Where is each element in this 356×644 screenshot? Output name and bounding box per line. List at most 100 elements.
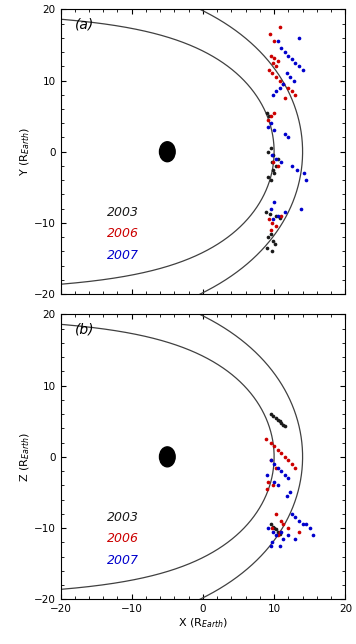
Point [270,410,276,421]
Point [275,530,281,540]
Point [271,125,277,135]
Point [263,207,269,218]
Point [268,541,273,551]
Point [271,36,277,46]
Point [278,417,284,428]
Point [268,225,274,235]
Point [273,462,278,473]
Point [280,519,286,529]
Point [280,534,286,544]
Point [278,466,284,477]
Point [282,129,288,139]
Point [265,171,271,182]
Text: (b): (b) [75,323,94,337]
Point [278,211,284,221]
Ellipse shape [159,142,175,162]
Point [275,154,281,164]
Point [282,47,288,57]
Point [310,530,316,540]
Point [303,519,309,529]
Y-axis label: Z (R$_{Earth}$): Z (R$_{Earth}$) [19,432,32,482]
Point [275,211,281,221]
Point [273,72,279,82]
Point [293,534,298,544]
Point [273,530,279,540]
Point [278,516,284,526]
Point [289,86,295,97]
Point [266,147,271,157]
Point [278,526,284,536]
Point [277,526,283,536]
Point [264,108,270,118]
Point [296,61,302,71]
Point [296,526,302,536]
Point [280,79,286,90]
Point [269,246,275,256]
Point [273,61,278,71]
Point [266,477,271,487]
Text: 2007: 2007 [107,249,139,261]
Point [268,437,273,448]
Text: 2007: 2007 [107,554,139,567]
Point [280,420,286,430]
Point [293,512,298,522]
Point [270,526,276,536]
Point [289,161,295,171]
Point [286,132,291,142]
Y-axis label: Y (R$_{Earth}$): Y (R$_{Earth}$) [19,127,32,176]
Point [268,118,273,128]
Point [286,455,291,466]
Point [282,421,288,431]
Text: 2003: 2003 [107,206,139,219]
Point [303,175,309,185]
Point [269,157,275,167]
Point [275,415,281,425]
Point [286,82,291,93]
Point [284,68,290,79]
Point [300,64,305,75]
Point [293,57,298,68]
Point [264,469,270,480]
Point [269,218,275,228]
Point [286,473,291,484]
Point [286,530,291,540]
Point [273,524,279,535]
Point [277,416,283,426]
X-axis label: X (R$_{Earth}$): X (R$_{Earth}$) [178,617,228,630]
Text: 2003: 2003 [107,511,139,524]
Point [275,462,281,473]
Point [271,477,277,487]
Point [284,491,290,501]
Point [269,68,275,79]
Point [266,115,271,125]
Point [273,222,278,232]
Point [271,168,277,178]
Point [277,529,283,539]
Point [264,484,270,494]
Point [273,154,278,164]
Point [275,36,281,46]
Point [270,157,276,167]
Point [277,213,283,223]
Point [273,86,279,97]
Point [266,64,272,75]
Point [268,175,274,185]
Point [273,161,278,171]
Point [267,29,273,39]
Point [270,57,276,68]
Point [268,204,273,214]
Point [266,523,271,533]
Point [275,55,281,66]
Point [271,441,277,451]
Point [270,522,276,532]
Text: 2006: 2006 [107,227,139,240]
Point [271,53,277,63]
Point [268,50,273,61]
Point [300,519,305,529]
Point [273,211,279,221]
Point [275,480,281,491]
Point [289,54,295,64]
Point [270,480,276,491]
Point [267,209,273,220]
Point [271,164,276,175]
